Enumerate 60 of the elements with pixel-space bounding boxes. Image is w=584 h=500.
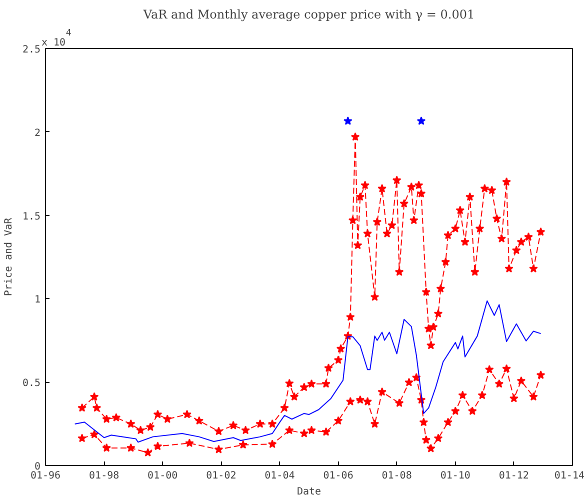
point bbox=[185, 438, 194, 447]
chart-title: VaR and Monthly average copper price with γ = 0.001 bbox=[142, 8, 475, 22]
point bbox=[90, 430, 99, 438]
point bbox=[370, 419, 380, 428]
x-tick-label: 01-12 bbox=[498, 470, 529, 482]
point bbox=[422, 435, 431, 444]
point bbox=[126, 443, 136, 452]
point bbox=[78, 434, 86, 442]
x-tick-label: 01-08 bbox=[382, 470, 412, 482]
point bbox=[468, 406, 477, 415]
point bbox=[510, 394, 518, 402]
y-tick-label: 2.5 bbox=[22, 44, 40, 56]
y-tick-label: 0.5 bbox=[22, 378, 40, 390]
point bbox=[334, 416, 343, 425]
point bbox=[363, 397, 372, 406]
x-tick-label: 01-14 bbox=[554, 470, 584, 482]
point bbox=[529, 392, 538, 401]
x-tick-label: 01-10 bbox=[440, 470, 470, 482]
x-axis-title: Date bbox=[296, 486, 322, 498]
point bbox=[346, 397, 355, 406]
point bbox=[143, 448, 152, 456]
point bbox=[344, 116, 352, 125]
point bbox=[394, 398, 404, 407]
point bbox=[494, 379, 504, 388]
point bbox=[434, 434, 443, 442]
point bbox=[426, 444, 436, 452]
point bbox=[322, 427, 330, 436]
point bbox=[444, 418, 452, 426]
point bbox=[214, 444, 224, 454]
y-tick-label: 0 bbox=[34, 462, 41, 472]
point bbox=[404, 378, 414, 386]
annotation: x 104 bbox=[42, 28, 72, 48]
y-tick-label: 1.5 bbox=[22, 211, 40, 222]
point bbox=[416, 116, 426, 125]
x-tick-label: 01-98 bbox=[89, 470, 120, 482]
y-axis-title: Price and VaR bbox=[3, 216, 14, 296]
y-tick-label: 2 bbox=[34, 128, 41, 139]
point bbox=[102, 443, 111, 452]
point bbox=[268, 440, 277, 448]
point bbox=[478, 390, 487, 400]
point bbox=[536, 370, 546, 379]
point bbox=[307, 426, 316, 434]
x-tick-label: 01-00 bbox=[148, 470, 178, 482]
point bbox=[516, 376, 526, 385]
point bbox=[285, 426, 294, 434]
point bbox=[484, 364, 494, 374]
y-tick-label: 1 bbox=[34, 294, 41, 306]
point bbox=[450, 406, 460, 415]
point bbox=[153, 442, 162, 450]
point bbox=[419, 418, 428, 426]
point bbox=[458, 390, 468, 400]
x-tick-label: 01-96 bbox=[30, 470, 61, 482]
point bbox=[356, 395, 365, 404]
point bbox=[300, 428, 309, 438]
point bbox=[378, 387, 386, 396]
x-tick-label: 01-06 bbox=[323, 470, 354, 482]
point bbox=[238, 440, 248, 449]
x-tick-label: 01-02 bbox=[206, 470, 236, 482]
point bbox=[502, 364, 511, 373]
x-tick-label: 01-04 bbox=[264, 470, 295, 482]
